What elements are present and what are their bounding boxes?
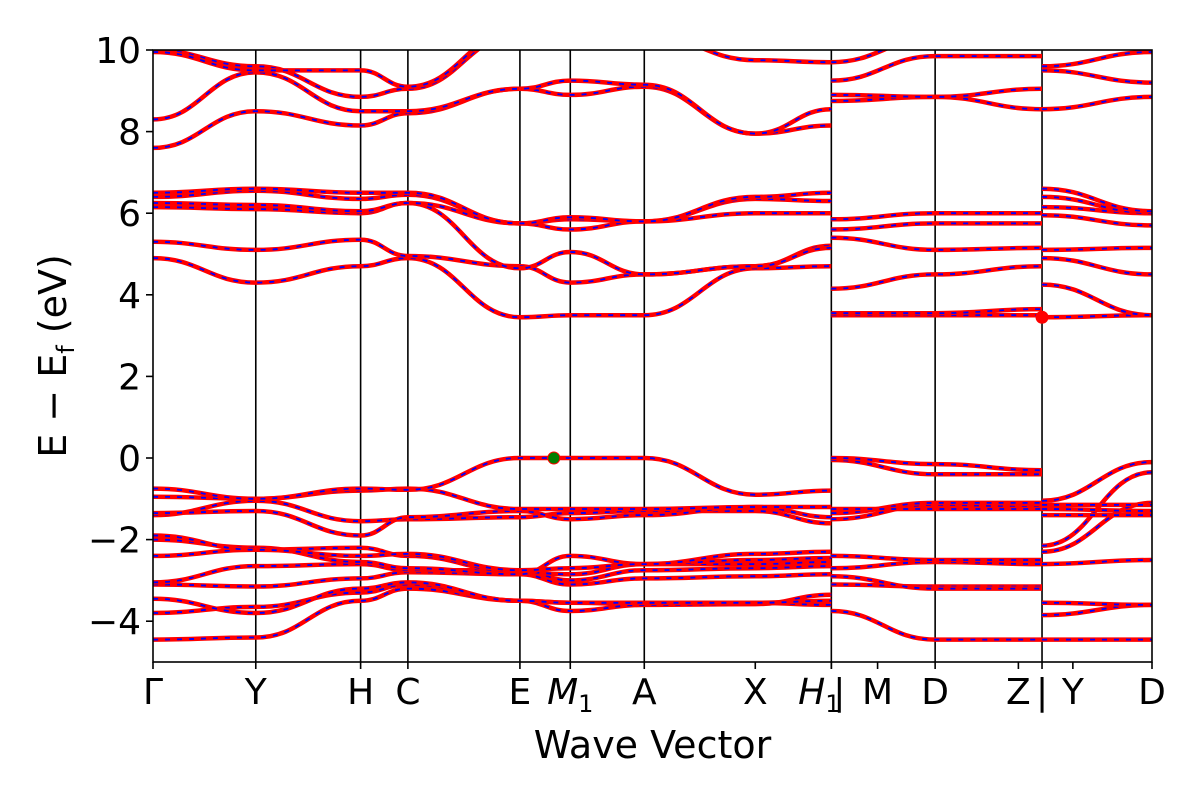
band-overlay-seg2-12	[1041, 257, 1152, 276]
y-tick-label-0: 10	[95, 31, 141, 72]
y-tick-label-7: −4	[88, 602, 141, 643]
x-tick-label-12: Z	[1006, 672, 1031, 713]
x-tick-label-11: D	[921, 672, 949, 713]
band-overlay-seg0-2	[153, 581, 832, 614]
band-overlay-seg2-10	[1041, 314, 1152, 319]
y-tick-label-1: 8	[118, 113, 141, 154]
band-seg2-19	[1041, 68, 1152, 85]
band-seg0-18	[153, 84, 832, 151]
vbm-marker	[547, 451, 561, 465]
x-tick-label-2: H	[347, 672, 374, 713]
y-tick-label-4: 2	[118, 357, 141, 398]
band-overlay-seg2-11	[1041, 283, 1152, 317]
band-seg1-9	[831, 455, 1043, 473]
band-seg0-20	[153, 50, 832, 100]
band-seg1-8	[831, 457, 1042, 477]
y-tick-label-2: 6	[118, 194, 141, 235]
band-overlay-seg0-11	[153, 457, 832, 500]
x-tick-label-5: M1	[547, 672, 593, 718]
x-tick-label-0: Γ	[143, 672, 163, 713]
band-seg2-18	[1041, 94, 1152, 112]
band-seg0-14	[153, 200, 832, 277]
x-tick-label-1: Y	[244, 672, 268, 713]
band-overlay-seg2-2	[1041, 601, 1152, 606]
y-tick-label-6: −2	[88, 521, 141, 562]
band-seg2-20	[1041, 50, 1152, 69]
band-seg2-14	[1041, 212, 1152, 228]
band-overlay-seg0-18	[153, 85, 832, 149]
band-overlay-seg2-6	[1041, 461, 1152, 502]
band-overlay-seg2-5	[1041, 471, 1152, 547]
band-overlay-seg0-4	[153, 563, 832, 584]
y-tick-label-5: 0	[118, 439, 141, 480]
band-seg1-4	[831, 553, 1042, 563]
band-seg1-18	[831, 53, 1042, 83]
band-overlay-seg2-8	[1041, 508, 1152, 512]
x-tick-label-13: |	[1036, 672, 1048, 713]
x-tick-label-15: D	[1138, 672, 1166, 713]
x-tick-label-9: |	[833, 672, 845, 713]
band-overlay-seg0-19	[153, 71, 832, 135]
y-tick-label-3: 4	[118, 276, 141, 317]
band-overlay-seg2-20	[1041, 51, 1152, 68]
extrema-markers	[547, 310, 1049, 465]
plot-frame	[152, 49, 1153, 663]
band-seg1-0	[831, 608, 1042, 642]
band-overlay-seg0-7	[153, 534, 832, 572]
band-overlay-seg2-18	[1041, 96, 1152, 111]
band-overlay-seg1-0	[831, 610, 1042, 641]
band-seg1-14	[831, 221, 1042, 232]
x-axis-ticks: Γ Y H C E M1 A X H1| M D Z | Y D	[143, 662, 1166, 718]
band-seg1-2	[831, 574, 1042, 591]
band-overlay-seg0-17	[153, 187, 832, 225]
band-seg1-1	[831, 582, 1042, 589]
x-tick-label-8: H1	[798, 672, 840, 718]
y-axis-label: E − Ef (eV)	[31, 254, 80, 458]
band-seg1-13	[831, 235, 1043, 253]
band-lines	[153, 50, 1152, 642]
band-seg1-12	[831, 263, 1043, 291]
x-tick-label-6: A	[632, 672, 657, 713]
band-overlay-seg2-14	[1041, 214, 1152, 227]
band-overlay-seg2-4	[1041, 502, 1152, 553]
band-seg1-3	[831, 559, 1043, 571]
band-seg1-17	[831, 86, 1043, 100]
y-axis-ticks: 10 8 6 4 2 0 −2 −4	[88, 31, 153, 643]
band-overlay-seg2-15	[1041, 206, 1152, 215]
band-overlay-seg0-15	[153, 202, 832, 231]
x-tick-label-7: X	[743, 672, 768, 713]
band-overlay-seg0-3	[153, 571, 832, 588]
x-axis-label: Wave Vector	[534, 723, 772, 767]
band-overlay-seg2-13	[1041, 247, 1152, 251]
band-overlay-seg0-12	[153, 257, 832, 319]
x-tick-label-14: Y	[1061, 672, 1085, 713]
band-seg0-11	[153, 455, 832, 502]
band-overlay-seg2-3	[1041, 559, 1152, 565]
band-seg0-15	[153, 200, 832, 232]
high-symmetry-lines	[254, 50, 1043, 662]
x-tick-label-3: C	[395, 672, 420, 713]
band-overlay-seg2-17	[1041, 187, 1152, 213]
band-seg2-11	[1041, 282, 1152, 318]
band-seg2-12	[1041, 255, 1152, 277]
x-tick-label-4: E	[509, 672, 532, 713]
band-seg1-11	[831, 306, 1043, 316]
cbm-marker	[1035, 310, 1049, 324]
band-seg1-19	[831, 50, 890, 65]
band-seg0-21	[153, 50, 477, 89]
band-overlay-seg0-0	[153, 587, 832, 641]
band-seg2-6	[1041, 459, 1152, 504]
x-tick-label-10: M	[862, 672, 893, 713]
band-overlay-seg2-19	[1041, 69, 1152, 84]
band-seg1-15	[831, 210, 1042, 222]
band-seg0-19	[153, 70, 832, 136]
band-overlay-seg0-8	[153, 499, 832, 525]
